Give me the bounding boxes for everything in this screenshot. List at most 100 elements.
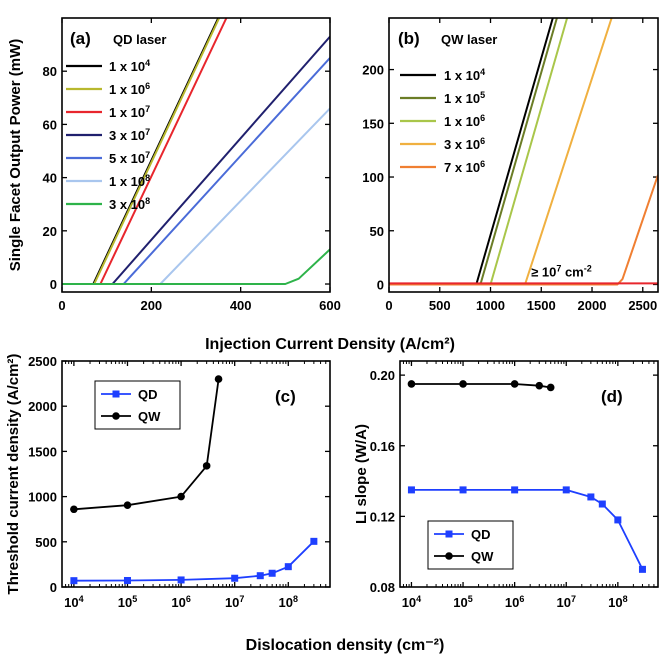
data-point: [177, 576, 185, 584]
data-point: [284, 563, 292, 571]
panel-a: 0 200 400 600 0 20 40 60 80 (a) QD laser Single Fac…: [7, 17, 341, 313]
panel-tag: (b): [398, 29, 420, 48]
x-tick-label: 200: [140, 298, 162, 313]
x-tick-label: 107: [557, 594, 576, 610]
legend-label: QW: [138, 409, 161, 424]
legend-label: 1 x 105: [444, 90, 485, 106]
plot-frame: [61, 360, 331, 588]
series-line-7: [62, 248, 330, 285]
data-point: [256, 572, 264, 580]
y-tick-label: 2000: [28, 399, 57, 414]
data-point: [231, 574, 239, 582]
x-tick-label: 2000: [578, 298, 607, 313]
data-point: [70, 505, 78, 514]
y-tick-label: 0.20: [370, 368, 395, 383]
data-point: [268, 569, 276, 577]
legend-label: 1 x 108: [109, 173, 150, 189]
data-point: [562, 486, 570, 494]
legend-marker: [445, 530, 453, 538]
y-axis-label: Threshold current density (A/cm²): [5, 354, 22, 595]
legend-label: 1 x 104: [444, 67, 485, 83]
legend-box: [94, 380, 181, 430]
data-point: [459, 380, 467, 388]
legend-label: 1 x 107: [109, 104, 150, 120]
data-point: [511, 486, 519, 494]
panel-c: 104 105 106 107 108 0 500 1000 1500 2000 2500 (c) Th…: [5, 354, 331, 610]
x-tick-label: 108: [608, 594, 627, 610]
data-point: [310, 537, 318, 545]
x-tick-label: 400: [230, 298, 252, 313]
y-tick-label: 1000: [28, 490, 57, 505]
x-tick-label: 107: [225, 594, 244, 610]
legend-label: 1 x 106: [444, 113, 485, 129]
y-axis-label: LI slope (W/A): [353, 424, 370, 524]
y-tick-label: 0: [50, 580, 57, 595]
legend-label: QD: [138, 387, 158, 402]
series-line-6: [62, 107, 330, 285]
series-group: [70, 375, 318, 585]
bottom-x-axis-label: Dislocation density (cm⁻²): [246, 637, 445, 654]
legend-label: 3 x 106: [444, 136, 485, 152]
legend-marker: [112, 390, 120, 398]
x-tick-label: 1500: [527, 298, 556, 313]
data-point: [202, 462, 211, 470]
y-tick-label: 150: [362, 116, 384, 131]
panel-title: QD laser: [113, 32, 166, 47]
x-tick-label: 104: [402, 594, 421, 610]
legend-label: 3 x 107: [109, 127, 150, 143]
series-group: [407, 380, 646, 573]
x-tick-label: 108: [279, 594, 298, 610]
legend-label: 1 x 104: [109, 58, 150, 74]
series-line-1: [73, 540, 315, 582]
plot-frame: [399, 360, 659, 588]
y-axis-label: Single Facet Output Power (mW): [7, 39, 24, 272]
series-line-4: [389, 18, 613, 286]
data-point: [587, 493, 595, 501]
legend-label: 3 x 108: [109, 196, 150, 212]
legend-label: 1 x 106: [109, 81, 150, 97]
legend-label: 7 x 106: [444, 159, 485, 175]
threshold-annotation: ≥ 107 cm-2: [531, 263, 592, 279]
y-tick-label: 40: [43, 171, 57, 186]
series-line-5: [62, 57, 330, 285]
series-group: [62, 18, 330, 285]
x-tick-label: 104: [64, 594, 83, 610]
x-tick-label: 2500: [628, 298, 657, 313]
x-tick-label: 105: [118, 594, 137, 610]
data-point: [407, 380, 416, 388]
y-tick-label: 200: [362, 63, 384, 78]
y-tick-label: 2500: [28, 354, 57, 369]
data-point: [510, 380, 519, 388]
x-tick-label: 0: [385, 298, 392, 313]
y-tick-label: 80: [43, 64, 57, 79]
y-tick-label: 0: [377, 277, 384, 292]
data-point: [407, 486, 415, 494]
y-tick-label: 500: [35, 535, 57, 550]
x-tick-label: 106: [171, 594, 190, 610]
panel-tag: (a): [70, 29, 91, 48]
series-line-2: [411, 383, 551, 389]
x-tick-label: 1000: [476, 298, 505, 313]
data-point: [614, 516, 622, 524]
data-point: [123, 576, 131, 584]
top-x-axis-label: Injection Current Density (A/cm²): [205, 336, 455, 353]
y-tick-label: 100: [362, 170, 384, 185]
x-tick-label: 105: [453, 594, 472, 610]
legend-label: QW: [471, 549, 494, 564]
series-group: [389, 18, 658, 286]
panel-tag: (c): [275, 387, 296, 406]
panel-tag: (d): [601, 387, 623, 406]
y-tick-label: 0.12: [370, 509, 395, 524]
x-tick-label: 600: [319, 298, 341, 313]
y-tick-label: 20: [43, 224, 57, 239]
y-tick-label: 0: [50, 277, 57, 292]
plot-frame: [388, 17, 659, 293]
data-point: [123, 501, 132, 509]
series-line-5: [389, 174, 658, 286]
panel-d: 104 105 106 107 108 0.08 0.12 0.16 0.20 (d) LI slo…: [353, 360, 659, 610]
plot-frame: [61, 17, 331, 293]
data-point: [214, 375, 223, 383]
panel-b: 0 500 1000 1500 2000 2500 0 50 100 150 200 (b) QW la…: [362, 17, 659, 313]
y-tick-label: 1500: [28, 444, 57, 459]
x-tick-label: 0: [58, 298, 65, 313]
